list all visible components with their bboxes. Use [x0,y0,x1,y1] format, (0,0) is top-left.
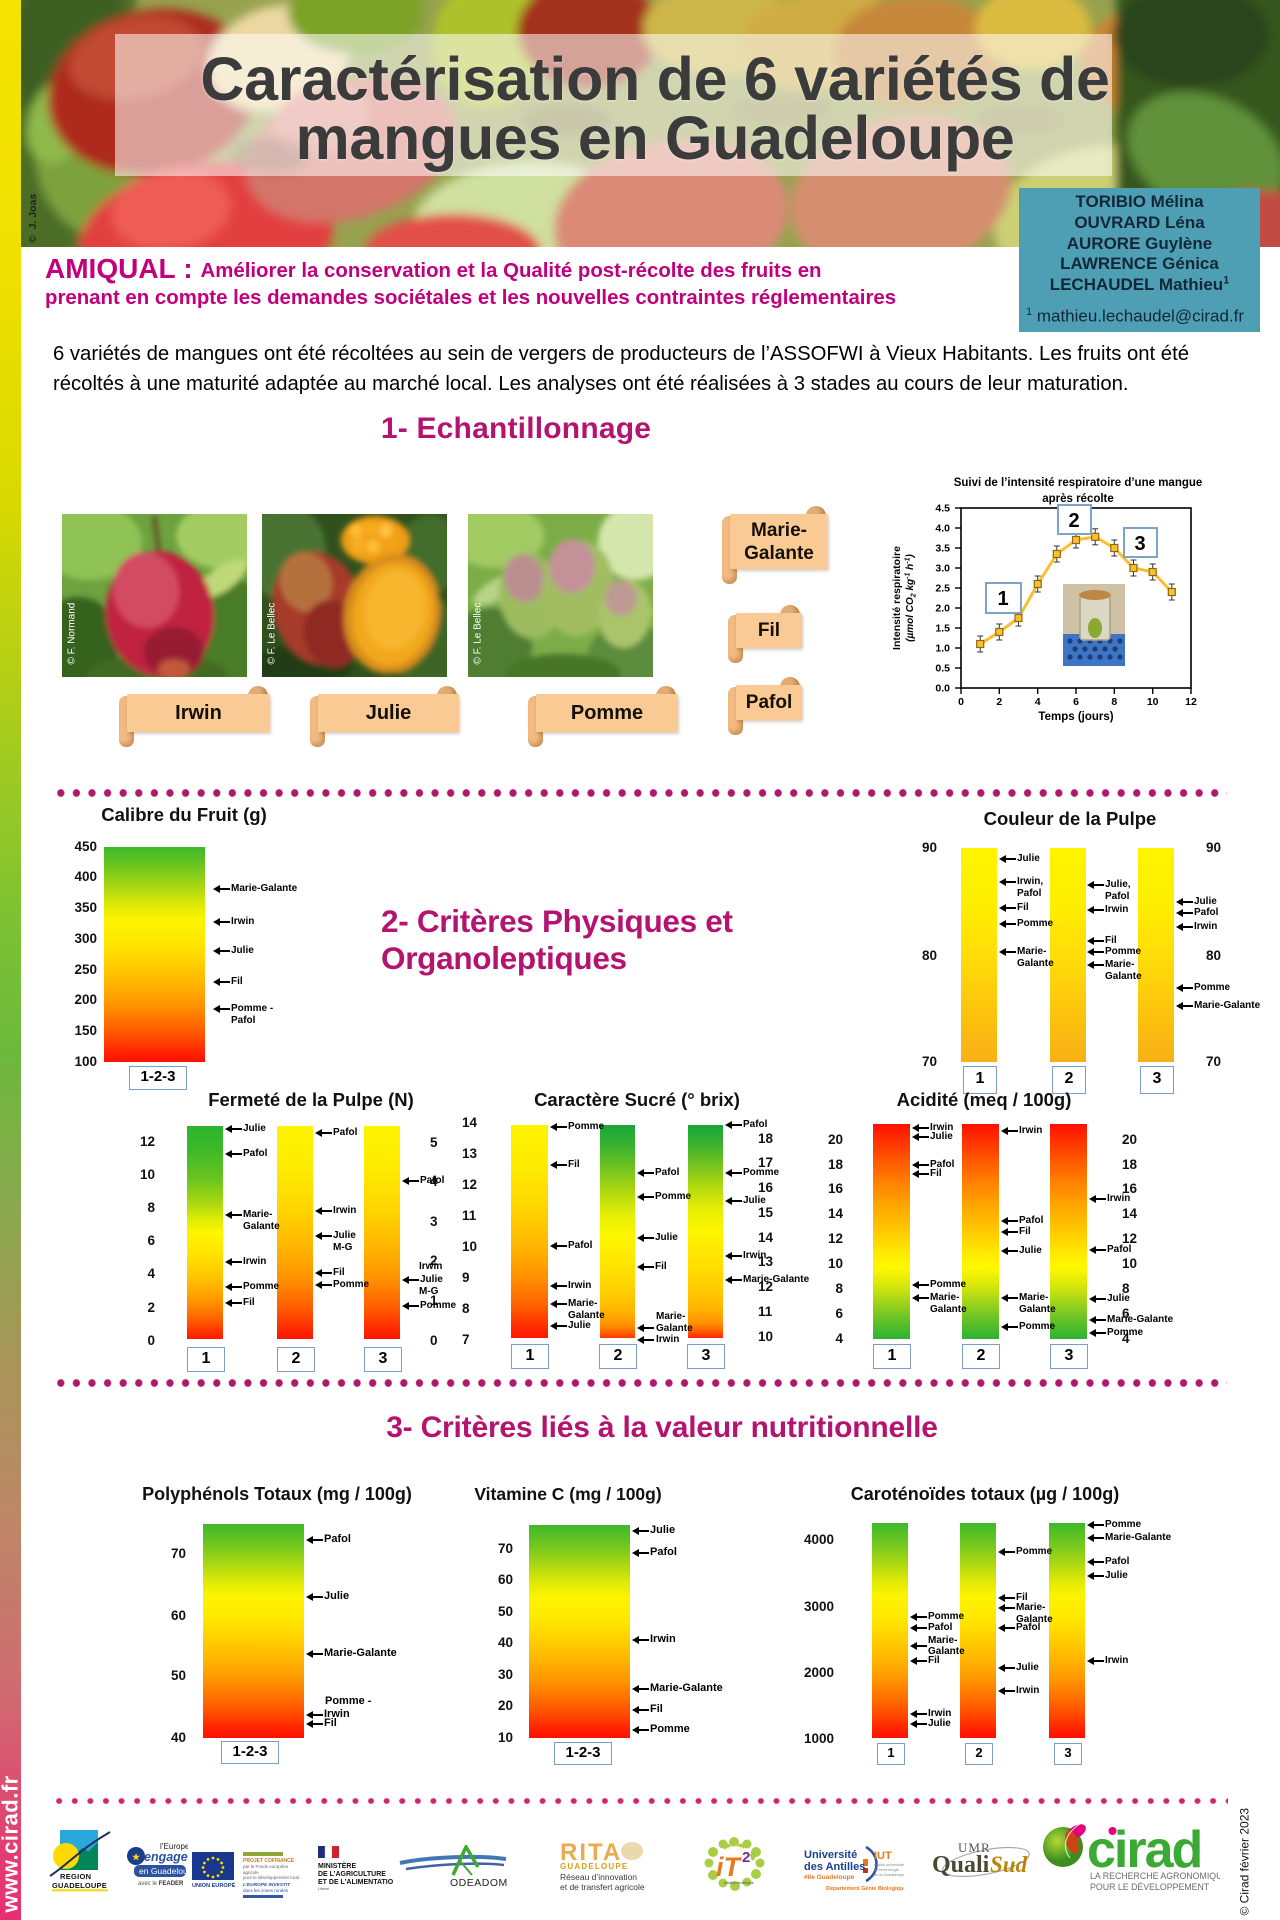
svg-text:UMR: UMR [958,1840,991,1855]
svg-text:de technologie: de technologie [874,1868,899,1872]
svg-text:avec le FEADER: avec le FEADER [138,1881,184,1887]
svg-text:8: 8 [1111,696,1117,708]
svg-text:0: 0 [958,696,964,708]
svg-text:engage: engage [144,1850,188,1864]
svg-text:Réseau d’innovation: Réseau d’innovation [560,1872,637,1882]
svg-text:12: 12 [1185,696,1197,708]
svg-text:3.5: 3.5 [935,543,950,555]
svg-text:4: 4 [1035,696,1041,708]
svg-text:Quali: Quali [932,1852,990,1878]
svg-text:REGION: REGION [60,1872,91,1881]
svg-text:#île Guadeloupe: #île Guadeloupe [804,1874,855,1881]
svg-text:10: 10 [1147,696,1159,708]
svg-text:Suivi de l’intensité respirato: Suivi de l’intensité respiratoire d’une … [954,477,1203,489]
svg-text:6: 6 [1073,696,1079,708]
svg-text:l’Europe: l’Europe [160,1842,188,1851]
svg-text:institut technique: institut technique [724,1880,755,1885]
svg-text:GUADELOUPE: GUADELOUPE [52,1881,107,1890]
svg-text:POUR LE DÉVELOPPEMENT: POUR LE DÉVELOPPEMENT [1090,1882,1210,1892]
svg-text:4.5: 4.5 [935,503,950,515]
svg-text:2: 2 [742,1849,750,1866]
svg-text:0.5: 0.5 [935,663,950,675]
svg-text:des Antilles: des Antilles [804,1861,865,1873]
svg-text:★: ★ [132,1852,141,1862]
svg-text:ET DE L’ALIMENTATION: ET DE L’ALIMENTATION [318,1879,393,1886]
svg-text:en Guadeloupe: en Guadeloupe [139,1866,188,1876]
svg-text:institut universitaire: institut universitaire [874,1863,904,1867]
svg-text:1: 1 [997,588,1008,610]
svg-text:0.0: 0.0 [935,683,950,695]
svg-text:LA RECHERCHE AGRONOMIQUE: LA RECHERCHE AGRONOMIQUE [1090,1871,1220,1881]
svg-text:DE L’AGRICULTURE: DE L’AGRICULTURE [318,1871,386,1878]
svg-text:1.5: 1.5 [935,623,950,635]
svg-text:2.5: 2.5 [935,583,950,595]
svg-text:MINISTÈRE: MINISTÈRE [318,1861,356,1870]
svg-text:Liberté: Liberté [318,1887,329,1891]
svg-text:Sud: Sud [990,1852,1028,1877]
svg-text:de la Guadeloupe: de la Guadeloupe [874,1873,904,1877]
svg-text:2: 2 [1068,510,1079,532]
svg-text:Temps (jours): Temps (jours) [1038,711,1113,723]
svg-text:2: 2 [996,696,1002,708]
svg-text:2.0: 2.0 [935,603,950,615]
svg-text:GUADELOUPE: GUADELOUPE [560,1862,628,1871]
svg-text:1.0: 1.0 [935,643,950,655]
svg-text:UNION EUROPÉENNE: UNION EUROPÉENNE [192,1881,235,1888]
svg-text:RITA: RITA [560,1839,622,1866]
svg-text:3.0: 3.0 [935,563,950,575]
svg-text:ODEADOM: ODEADOM [450,1877,508,1889]
svg-text:4.0: 4.0 [935,523,950,535]
svg-text:et de transfert agricole: et de transfert agricole [560,1882,645,1892]
svg-text:cirad: cirad [1087,1821,1201,1879]
svg-text:IUT: IUT [874,1850,892,1862]
svg-text:Département Génie Biologique: Département Génie Biologique [826,1886,904,1892]
svg-text:3: 3 [1134,533,1145,555]
svg-text:(µmol CO2 kg-1 h-1): (µmol CO2 kg-1 h-1) [905,553,918,641]
svg-text:iT: iT [716,1852,743,1882]
svg-text:Université: Université [804,1849,857,1861]
svg-text:après récolte: après récolte [1042,493,1114,505]
svg-text:Intensité respiratoire: Intensité respiratoire [891,546,903,650]
